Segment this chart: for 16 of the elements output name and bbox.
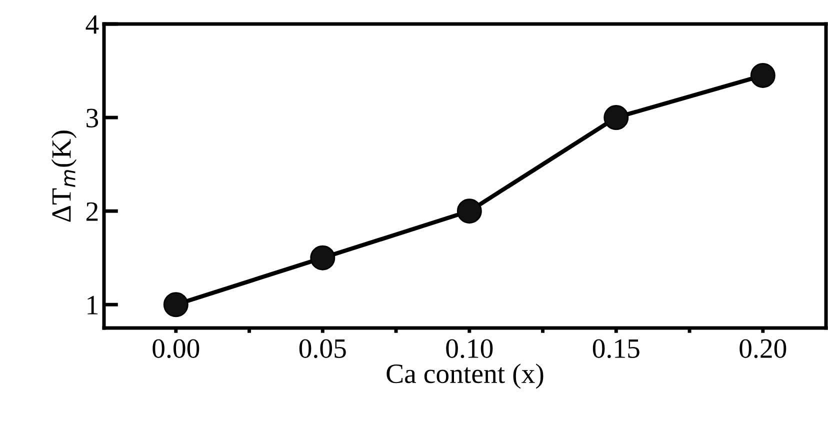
x-tick-label: 0.10 xyxy=(446,339,493,358)
y-tick-label: 1 xyxy=(88,296,98,314)
y-tick-label: 3 xyxy=(86,108,98,128)
point xyxy=(163,292,188,318)
y-tick-label: 4 xyxy=(86,15,99,34)
point xyxy=(604,105,629,130)
x-tick-label: 0.00 xyxy=(152,339,200,358)
x-tick-label: 0.20 xyxy=(740,339,786,358)
x-tick-label: 0.05 xyxy=(299,339,346,358)
point xyxy=(750,62,776,88)
x-axis-title: Ca content (x) xyxy=(386,364,544,389)
point xyxy=(310,245,336,270)
y-axis-title: ΔT$_{m}$(K) xyxy=(51,130,77,222)
point xyxy=(456,198,482,224)
x-tick-label: 0.15 xyxy=(592,339,640,358)
y-tick-label: 2 xyxy=(86,202,98,221)
